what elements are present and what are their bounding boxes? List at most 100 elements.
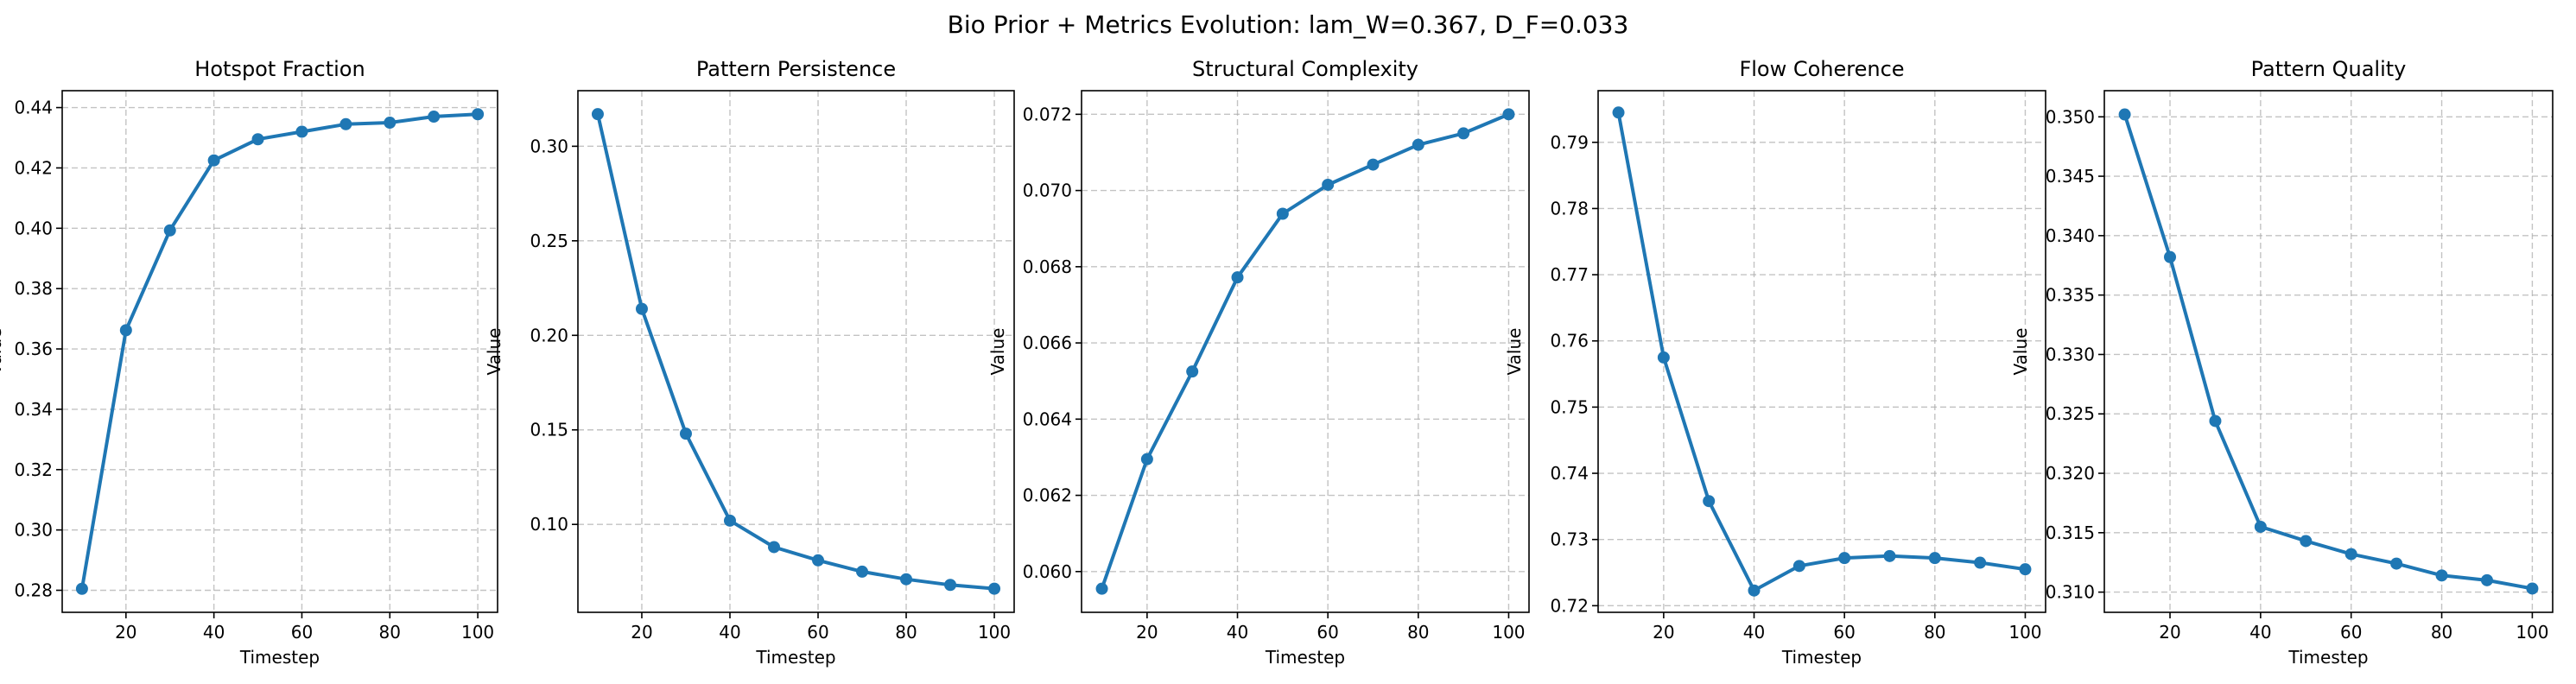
- data-point: [1928, 552, 1941, 565]
- data-point: [2390, 557, 2403, 570]
- panel-title: Flow Coherence: [1739, 57, 1904, 81]
- x-tick-label: 40: [1227, 622, 1248, 643]
- data-point: [856, 565, 869, 578]
- data-point: [2254, 520, 2267, 533]
- figure-suptitle: Bio Prior + Metrics Evolution: lam_W=0.3…: [948, 10, 1629, 39]
- data-point: [812, 554, 825, 567]
- y-tick-label: 0.30: [14, 520, 53, 541]
- x-tick-label: 20: [2159, 622, 2180, 643]
- series-line: [1616, 111, 2026, 592]
- data-point: [1457, 127, 1470, 140]
- x-axis-label: Timestep: [2287, 647, 2368, 668]
- x-axis-label: Timestep: [755, 647, 835, 668]
- x-tick-label: 100: [978, 622, 1011, 643]
- data-point: [2019, 563, 2032, 576]
- y-tick-label: 0.325: [2046, 403, 2095, 424]
- data-point: [1095, 582, 1108, 595]
- x-tick-label: 40: [203, 622, 225, 643]
- data-point: [1412, 138, 1424, 151]
- y-tick-label: 0.350: [2046, 106, 2095, 127]
- data-point: [900, 573, 913, 586]
- data-point: [2344, 548, 2357, 560]
- data-point: [679, 428, 692, 440]
- data-point: [75, 582, 88, 595]
- data-point: [591, 108, 604, 121]
- y-tick-label: 0.73: [1550, 529, 1589, 550]
- x-tick-label: 100: [1492, 622, 1525, 643]
- data-point: [472, 108, 485, 121]
- panel-title: Structural Complexity: [1192, 57, 1418, 81]
- y-tick-label: 0.75: [1550, 396, 1589, 417]
- y-tick-label: 0.10: [530, 514, 568, 535]
- y-tick-label: 0.315: [2046, 522, 2095, 543]
- y-tick-label: 0.345: [2046, 166, 2095, 187]
- y-tick-label: 0.068: [1023, 256, 1072, 277]
- chart-panel-2: 20 40 60 80 100 0.10 0.15 0.20 0.25 0.30 Pattern P…: [484, 57, 1015, 668]
- data-point: [2526, 582, 2539, 595]
- data-point: [1792, 560, 1805, 573]
- data-point: [1367, 158, 1380, 171]
- data-point: [251, 133, 264, 146]
- data-point: [1974, 556, 1987, 569]
- data-point: [1703, 495, 1716, 508]
- data-point: [1657, 351, 1670, 364]
- x-tick-label: 20: [631, 622, 652, 643]
- x-tick-label: 80: [2431, 622, 2452, 643]
- data-point: [119, 324, 132, 337]
- y-axis-label: Value: [2010, 328, 2031, 376]
- data-point: [1612, 106, 1625, 119]
- y-tick-label: 0.20: [530, 325, 568, 345]
- series-line: [596, 113, 995, 591]
- x-tick-label: 60: [1317, 622, 1338, 643]
- data-point: [1322, 178, 1335, 191]
- x-tick-label: 80: [1924, 622, 1945, 643]
- x-tick-label: 80: [1407, 622, 1429, 643]
- x-axis-label: Timestep: [1265, 647, 1345, 668]
- chart-panel-5: 20 40 60 80 1000.3100.3150.3200.3250.3300.33…: [2010, 57, 2554, 668]
- y-tick-label: 0.44: [14, 98, 53, 118]
- x-tick-label: 20: [115, 622, 136, 643]
- x-tick-label: 20: [1136, 622, 1158, 643]
- panel-title: Hotspot Fraction: [194, 57, 365, 81]
- x-tick-label: 40: [719, 622, 740, 643]
- chart-panels: 20 40 60 80 100 0.28 0.30 0.32 0.34 0.36 0.38 0.40 0…: [0, 57, 2554, 668]
- y-tick-label: 0.72: [1550, 595, 1589, 616]
- y-tick-label: 0.072: [1023, 104, 1072, 124]
- axes-frame: [2103, 90, 2554, 613]
- data-point: [2118, 108, 2131, 121]
- y-tick-label: 0.062: [1023, 485, 1072, 506]
- y-tick-label: 0.320: [2046, 463, 2095, 484]
- y-tick-label: 0.30: [530, 136, 568, 156]
- data-point: [339, 117, 352, 130]
- x-tick-label: 80: [379, 622, 401, 643]
- y-tick-label: 0.42: [14, 157, 53, 178]
- data-point: [767, 541, 780, 554]
- axes-frame: [61, 90, 498, 613]
- data-point: [1186, 365, 1199, 378]
- x-tick-label: 100: [461, 622, 494, 643]
- chart-panel-4: 20 40 60 80 100 0.72 0.73 0.74 0.75 0.76 0.77 0.78 0…: [1504, 57, 2046, 668]
- y-tick-label: 0.15: [530, 420, 568, 440]
- data-point: [384, 117, 397, 130]
- y-tick-label: 0.34: [14, 399, 53, 420]
- y-tick-label: 0.064: [1023, 408, 1072, 429]
- x-tick-label: 40: [2249, 622, 2271, 643]
- y-tick-label: 0.40: [14, 218, 53, 238]
- data-point: [2209, 415, 2222, 428]
- y-tick-label: 0.310: [2046, 582, 2095, 603]
- x-tick-label: 60: [807, 622, 828, 643]
- y-axis-label: Value: [484, 328, 504, 376]
- x-tick-label: 40: [1743, 622, 1765, 643]
- y-tick-label: 0.74: [1550, 463, 1589, 484]
- axes-frame: [1081, 90, 1530, 613]
- y-axis-label: Value: [0, 328, 5, 376]
- axes-frame: [577, 90, 1015, 613]
- x-axis-label: Timestep: [239, 647, 320, 668]
- y-tick-label: 0.066: [1023, 332, 1072, 353]
- data-point: [723, 514, 736, 527]
- data-point: [988, 582, 1001, 595]
- data-point: [1883, 549, 1896, 562]
- data-point: [428, 111, 441, 124]
- y-tick-label: 0.36: [14, 339, 53, 359]
- y-tick-label: 0.28: [14, 580, 53, 600]
